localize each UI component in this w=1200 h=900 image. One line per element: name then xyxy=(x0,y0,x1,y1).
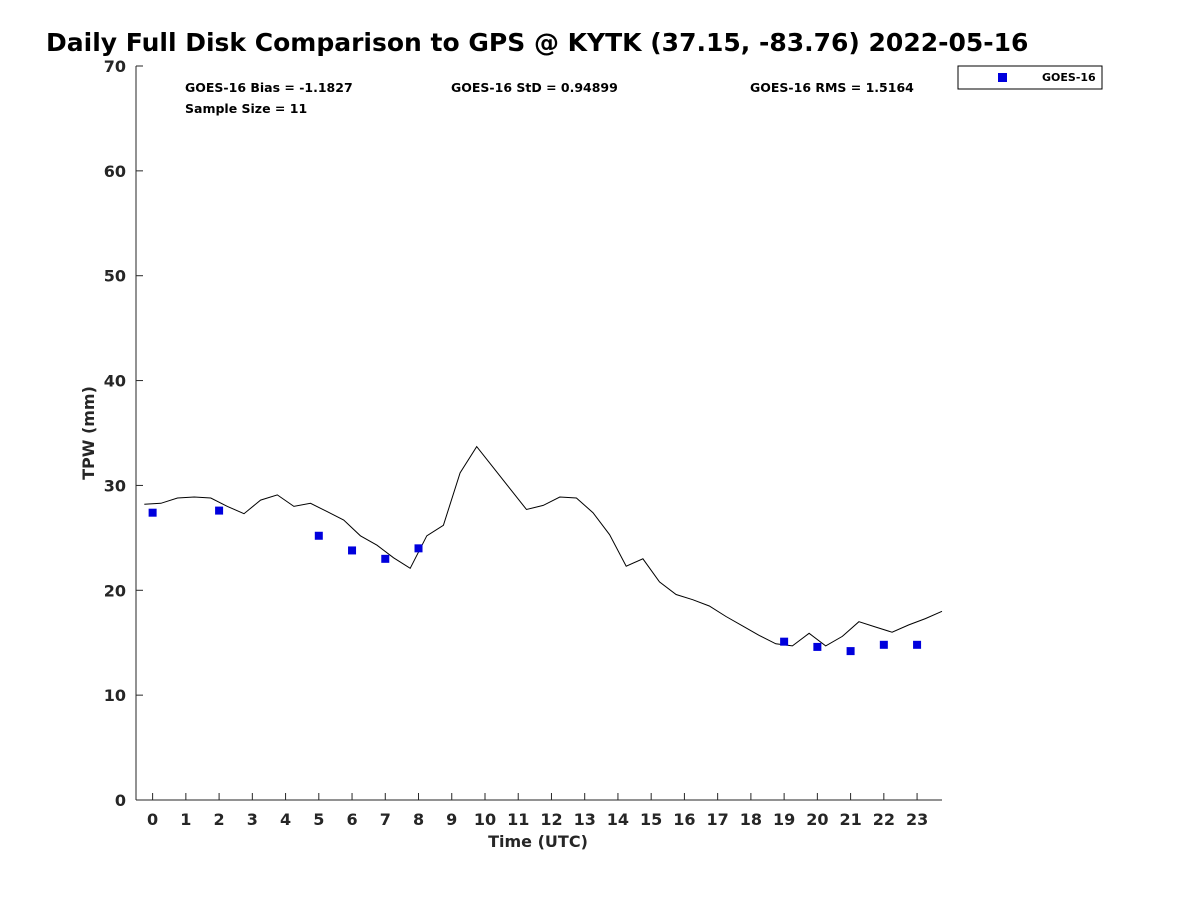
x-tick-label: 5 xyxy=(313,810,324,829)
y-tick-label: 0 xyxy=(115,791,126,810)
gps-tpw-line xyxy=(144,445,943,647)
y-tick-label: 10 xyxy=(104,686,126,705)
x-tick-label: 21 xyxy=(839,810,861,829)
sample-size-annotation: Sample Size = 11 xyxy=(185,101,307,116)
y-tick-label: 70 xyxy=(104,57,126,76)
legend-label-goes16: GOES-16 xyxy=(1042,71,1096,84)
rms-annotation: GOES-16 RMS = 1.5164 xyxy=(750,80,914,95)
x-tick-label: 4 xyxy=(280,810,291,829)
y-axis-label: TPW (mm) xyxy=(79,386,98,480)
x-tick-label: 12 xyxy=(540,810,562,829)
goes16-data-point xyxy=(879,640,888,649)
goes16-data-point xyxy=(314,531,323,540)
y-tick-label: 20 xyxy=(104,581,126,600)
x-tick-label: 10 xyxy=(474,810,496,829)
goes16-data-point xyxy=(381,554,390,563)
gps-line-series xyxy=(144,445,943,647)
x-tick-label: 6 xyxy=(346,810,357,829)
x-tick-label: 13 xyxy=(574,810,596,829)
x-tick-label: 0 xyxy=(147,810,158,829)
x-tick-label: 16 xyxy=(673,810,695,829)
x-tick-label: 1 xyxy=(180,810,191,829)
x-tick-label: 23 xyxy=(906,810,928,829)
goes16-data-point xyxy=(414,544,423,553)
goes16-data-point xyxy=(913,640,922,649)
y-tick-label: 30 xyxy=(104,476,126,495)
goes16-data-point xyxy=(780,637,789,646)
goes16-point-series xyxy=(148,506,922,656)
x-tick-label: 9 xyxy=(446,810,457,829)
bias-annotation: GOES-16 Bias = -1.1827 xyxy=(185,80,353,95)
goes16-data-point xyxy=(813,642,822,651)
legend: GOES-16 xyxy=(957,65,1103,90)
goes16-data-point xyxy=(846,647,855,656)
x-tick-label: 3 xyxy=(247,810,258,829)
goes16-data-point xyxy=(148,508,157,517)
y-tick-label: 50 xyxy=(104,267,126,286)
x-tick-label: 8 xyxy=(413,810,424,829)
y-ticks: 0 10 20 30 40 50 60 70 xyxy=(104,57,143,810)
x-axis-label: Time (UTC) xyxy=(488,832,588,851)
legend-marker-goes16 xyxy=(998,73,1007,82)
x-tick-label: 15 xyxy=(640,810,662,829)
x-tick-label: 18 xyxy=(740,810,762,829)
legend-box xyxy=(957,65,1103,90)
y-tick-label: 40 xyxy=(104,372,126,391)
x-tick-label: 11 xyxy=(507,810,529,829)
goes16-data-point xyxy=(215,506,224,515)
x-tick-label: 17 xyxy=(707,810,729,829)
x-tick-label: 19 xyxy=(773,810,795,829)
std-annotation: GOES-16 StD = 0.94899 xyxy=(451,80,618,95)
x-tick-label: 20 xyxy=(806,810,828,829)
x-tick-label: 14 xyxy=(607,810,629,829)
chart-title: Daily Full Disk Comparison to GPS @ KYTK… xyxy=(46,28,1029,57)
x-tick-label: 22 xyxy=(873,810,895,829)
x-tick-label: 7 xyxy=(380,810,391,829)
x-tick-label: 2 xyxy=(214,810,225,829)
axes xyxy=(135,66,942,801)
x-ticks: 0 1 2 3 4 5 6 7 8 9 10 11 12 13 14 15 16 17 18 19 20 21 22 23 xyxy=(147,793,928,829)
goes16-data-point xyxy=(348,546,357,555)
y-tick-label: 60 xyxy=(104,162,126,181)
